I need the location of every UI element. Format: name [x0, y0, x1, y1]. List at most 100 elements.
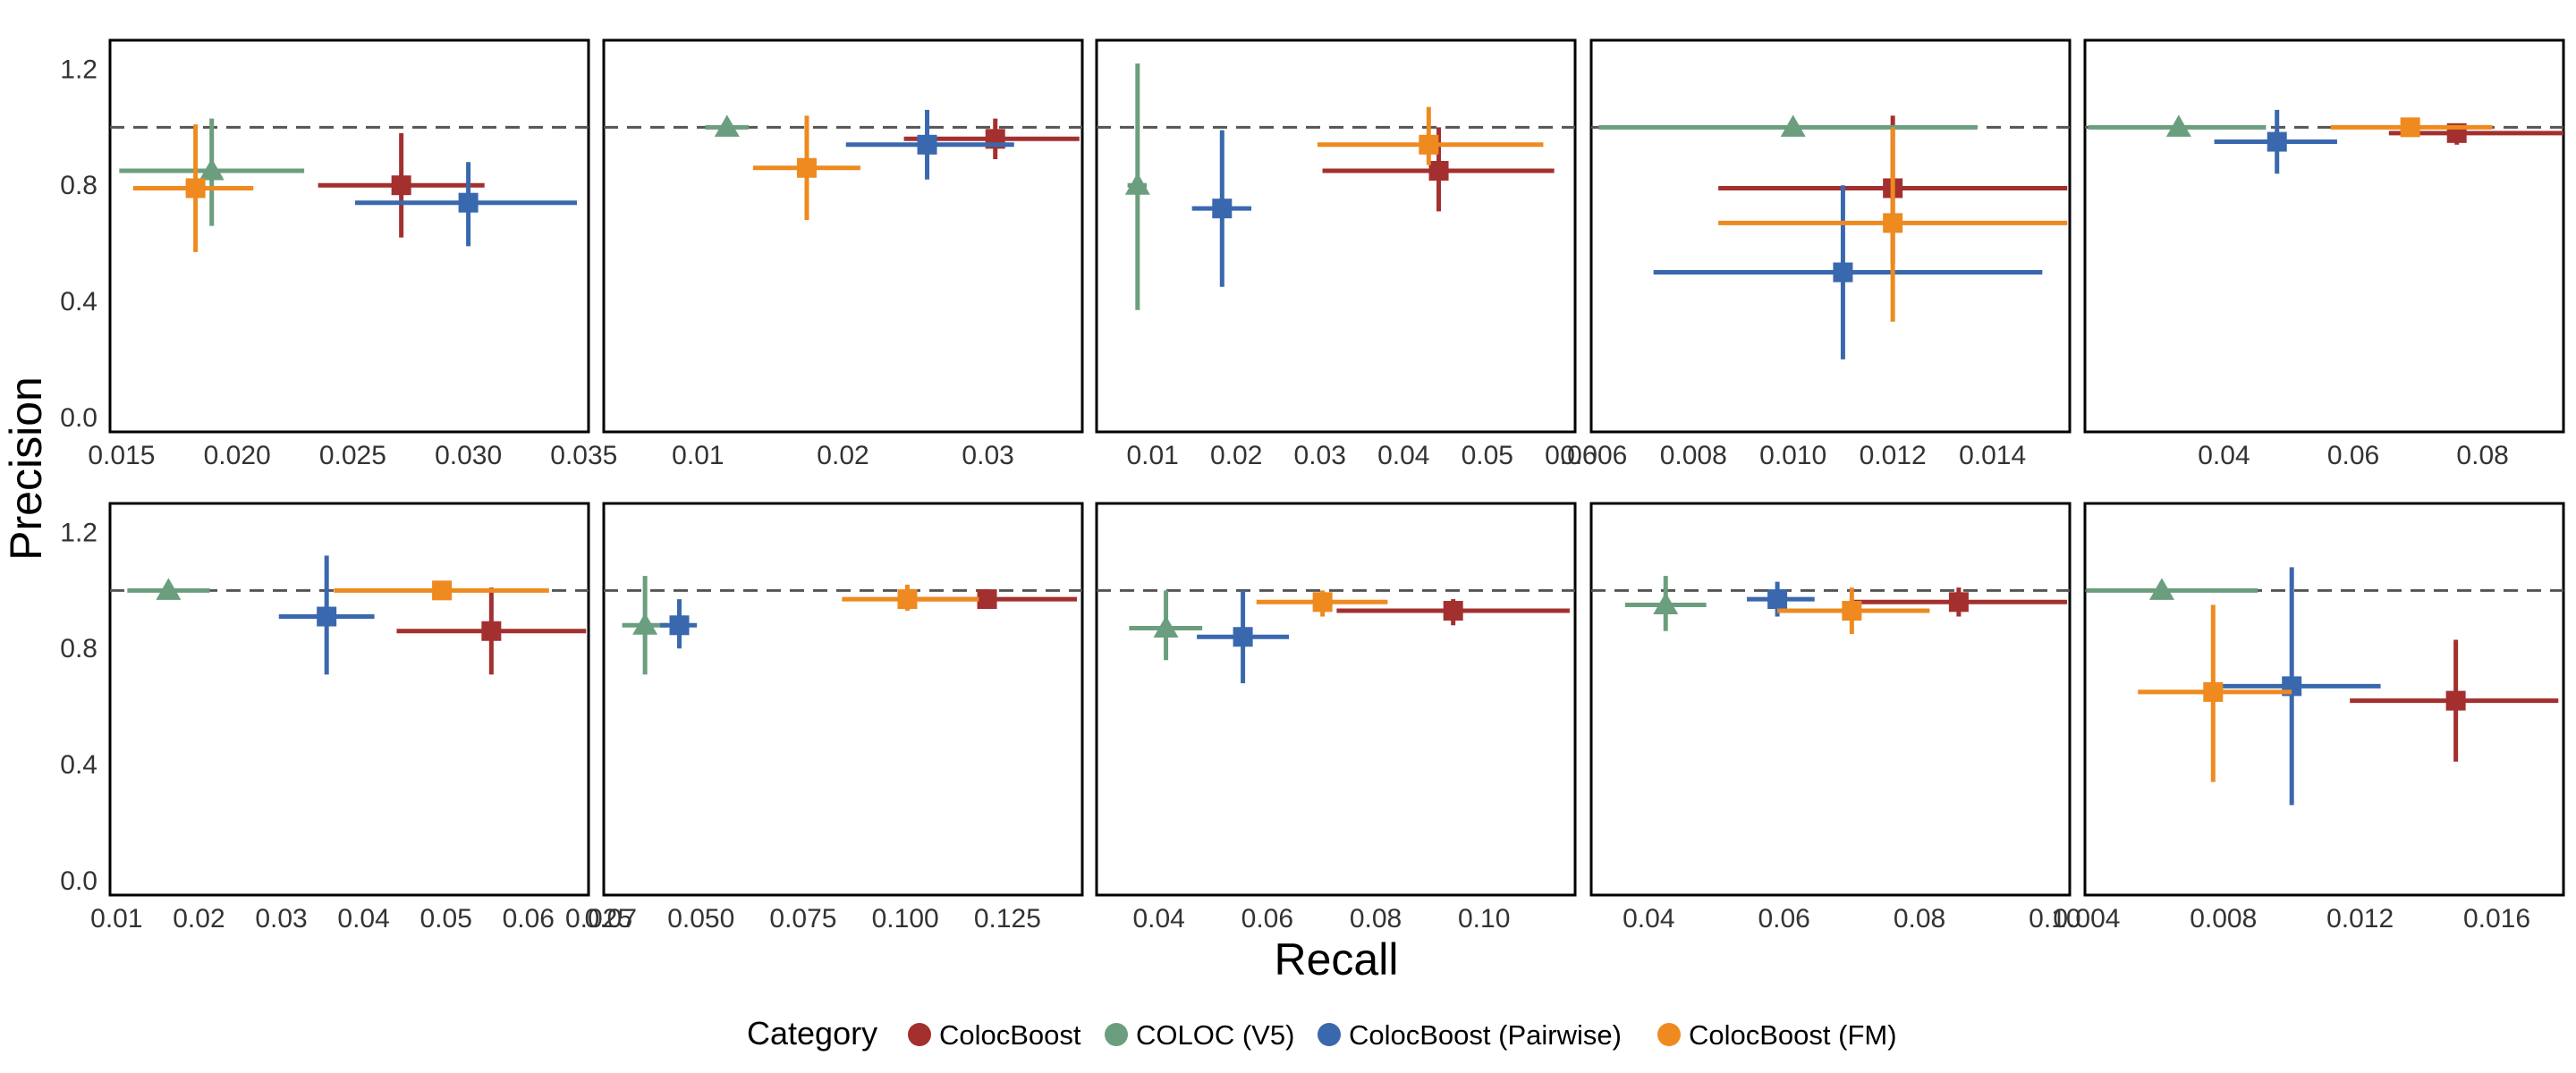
x-tick-label: 0.012: [1860, 441, 1927, 470]
x-tick-label: 0.01: [1126, 441, 1178, 470]
triangle-marker: [156, 578, 182, 600]
x-tick-label: 0.04: [1623, 904, 1674, 934]
panel-border: [2083, 38, 2565, 434]
x-axis-title: Recall: [1275, 934, 1399, 984]
x-tick-label: 0.010: [1759, 441, 1826, 470]
x-tick-label: 0.01: [90, 904, 142, 934]
point-colocboost-pairwise: [1653, 185, 2043, 359]
x-tick-label: 0.10: [1458, 904, 1510, 934]
point-colocboost-pairwise: [278, 555, 375, 675]
x-tick-label: 0.08: [2456, 441, 2508, 470]
panel-border: [108, 38, 590, 434]
square-marker: [1842, 601, 1862, 621]
legend: Category ColocBoost COLOC (V5) ColocBoost …: [747, 1015, 1897, 1052]
x-tick-label: 0.050: [667, 904, 734, 934]
x-tick-label: 0.06: [1758, 904, 1809, 934]
x-tick-label: 0.01: [672, 441, 724, 470]
point-colocboost-pairwise: [1191, 130, 1252, 287]
legend-items: ColocBoost COLOC (V5) ColocBoost (Pairwise…: [908, 1019, 1897, 1051]
point-colocboost-pairwise: [2206, 567, 2381, 806]
square-marker: [185, 178, 206, 199]
point-coloc-v5: [1624, 576, 1707, 631]
square-marker: [2203, 681, 2224, 702]
legend-label: ColocBoost (Pairwise): [1349, 1019, 1622, 1051]
x-tick-label: 0.014: [1959, 441, 2026, 470]
point-colocboost-pairwise: [845, 109, 1014, 180]
x-tick-label: 0.08: [1350, 904, 1402, 934]
point-colocboost-fm: [842, 584, 979, 612]
point-colocboost-pairwise: [1197, 590, 1290, 684]
point-colocboost-fm: [2138, 604, 2292, 782]
point-coloc-v5: [127, 578, 210, 600]
point-coloc-v5: [1598, 114, 1978, 137]
x-tick-label: 0.08: [1894, 904, 1945, 934]
panel-4: 0.006 0.008 0.010 0.012 0.014: [1560, 38, 2072, 470]
point-colocboost-fm: [1317, 106, 1544, 165]
square-marker: [1833, 262, 1853, 283]
point-colocboost: [1852, 587, 2067, 617]
point-coloc-v5: [2086, 578, 2258, 600]
panel-border: [1095, 38, 1577, 434]
triangle-marker: [1124, 173, 1150, 195]
square-marker: [1948, 592, 1969, 613]
x-tick-label: 0.075: [769, 904, 836, 934]
x-tick-label: 0.06: [2327, 441, 2379, 470]
panel-border: [602, 502, 1084, 897]
point-colocboost: [1322, 127, 1555, 212]
x-tick-label: 0.03: [962, 441, 1013, 470]
point-colocboost: [1336, 599, 1570, 626]
square-marker: [2267, 131, 2287, 152]
panel-2: 0.01 0.02 0.03: [602, 38, 1084, 470]
square-marker: [432, 580, 453, 601]
triangle-marker: [632, 613, 658, 635]
panel-9: 0.04 0.06 0.08 0.10: [1589, 502, 2081, 934]
triangle-marker: [1780, 114, 1806, 137]
x-tick-label: 0.04: [1377, 441, 1429, 470]
x-tick-label: 0.015: [88, 441, 155, 470]
point-coloc-v5: [622, 576, 668, 675]
x-tick-label: 0.06: [1545, 441, 1597, 470]
square-marker: [1233, 627, 1253, 647]
square-marker: [2400, 117, 2420, 138]
y-tick-label: 0.4: [60, 287, 97, 317]
point-colocboost-fm: [1777, 587, 1930, 634]
x-tick-label: 0.04: [2198, 441, 2250, 470]
x-tick-label: 0.008: [1660, 441, 1727, 470]
panel-marks: [1598, 114, 2068, 359]
square-marker: [1212, 199, 1233, 219]
point-colocboost-fm: [132, 124, 254, 252]
square-marker: [1767, 589, 1788, 610]
legend-swatch: [1657, 1023, 1681, 1046]
square-marker: [897, 589, 918, 610]
x-tick-label: 0.008: [2190, 904, 2257, 934]
point-colocboost-pairwise: [2214, 109, 2337, 174]
panel-1: 0.015 0.020 0.025 0.030 0.035 0.0 0.4 0.8 1.2: [60, 38, 617, 470]
point-colocboost-fm: [334, 580, 549, 601]
square-marker: [669, 615, 690, 636]
x-tick-label: 0.02: [1210, 441, 1262, 470]
point-colocboost-fm: [752, 115, 860, 221]
square-marker: [1883, 213, 1903, 233]
point-coloc-v5: [705, 114, 750, 137]
x-tick-label: 0.10: [2029, 904, 2080, 934]
x-tick-label: 0.035: [550, 441, 617, 470]
x-tick-label: 0.025: [319, 441, 386, 470]
panel-marks: [2086, 567, 2559, 806]
triangle-marker: [1153, 615, 1179, 638]
x-tick-label: 0.100: [872, 904, 939, 934]
panel-3: 0.01 0.02 0.03 0.04 0.05 0.06: [1095, 38, 1597, 470]
x-tick-label: 0.06: [503, 904, 555, 934]
panel-marks: [1129, 590, 1570, 684]
x-tick-label: 0.125: [974, 904, 1041, 934]
triangle-marker: [714, 114, 740, 137]
y-tick-label: 0.8: [60, 634, 97, 663]
legend-item: ColocBoost: [908, 1019, 1081, 1051]
square-marker: [1419, 134, 1439, 155]
legend-title: Category: [747, 1015, 877, 1052]
square-marker: [481, 621, 502, 641]
square-marker: [1428, 161, 1449, 181]
x-tick-label: 0.05: [1462, 441, 1513, 470]
legend-item: ColocBoost (Pairwise): [1318, 1019, 1622, 1051]
point-coloc-v5: [119, 118, 305, 226]
square-marker: [1312, 592, 1333, 613]
